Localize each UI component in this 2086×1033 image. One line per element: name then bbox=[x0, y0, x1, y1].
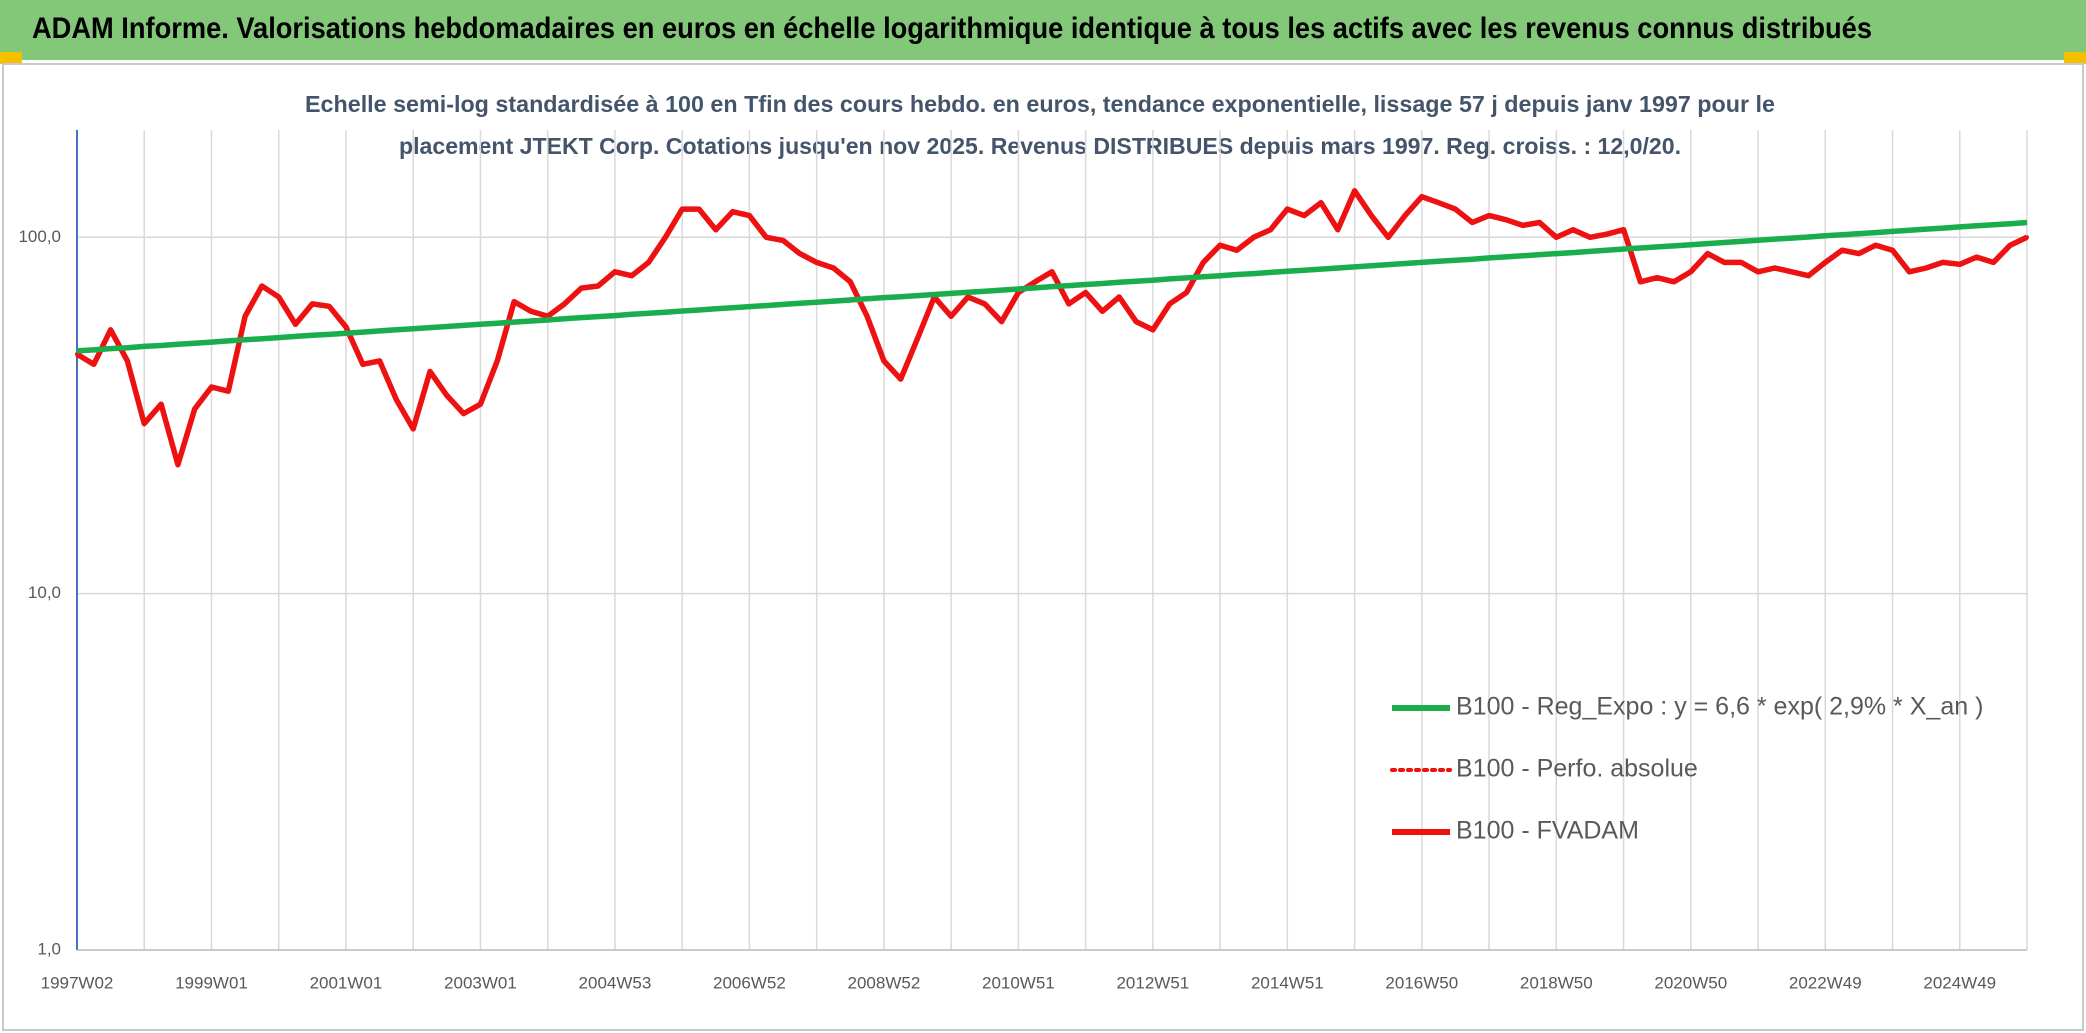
chart-subtitle: Echelle semi-log standardisée à 100 en T… bbox=[305, 91, 1775, 117]
plot bbox=[75, 188, 2029, 468]
grid: 1,0 10,0 100,0 1997W02 1999W01 2001W01 2003W01… bbox=[18, 130, 2028, 992]
x-tick-label: 2006W52 bbox=[713, 973, 786, 992]
series-line bbox=[75, 188, 2029, 468]
x-tick-label: 2004W53 bbox=[579, 973, 652, 992]
y-tick-label: 10,0 bbox=[28, 583, 61, 602]
legend-label: B100 - Reg_Expo : y = 6,6 * exp( 2,9% * … bbox=[1456, 693, 1983, 721]
x-tick-label: 2001W01 bbox=[310, 973, 383, 992]
legend: B100 - Reg_Expo : y = 6,6 * exp( 2,9% * … bbox=[1390, 693, 1983, 845]
x-tick-label: 2014W51 bbox=[1251, 973, 1324, 992]
x-tick-label: 2020W50 bbox=[1654, 973, 1727, 992]
y-tick-label: 1,0 bbox=[37, 939, 61, 958]
corner-mark bbox=[2064, 52, 2086, 64]
x-tick-label: 2016W50 bbox=[1385, 973, 1458, 992]
x-tick-label: 2018W50 bbox=[1520, 973, 1593, 992]
header-band bbox=[0, 0, 2086, 60]
legend-label: B100 - FVADAM bbox=[1456, 817, 1639, 845]
y-tick-label: 100,0 bbox=[18, 227, 61, 246]
chart-subtitle: placement JTEKT Corp. Cotations jusqu'en… bbox=[399, 133, 1681, 159]
x-tick-label: 2010W51 bbox=[982, 973, 1055, 992]
series-line bbox=[76, 219, 2028, 354]
corner-mark bbox=[0, 52, 22, 64]
x-tick-label: 2008W52 bbox=[848, 973, 921, 992]
frame bbox=[2, 63, 2084, 1031]
x-tick-label: 2012W51 bbox=[1116, 973, 1189, 992]
x-tick-label: 2024W49 bbox=[1923, 973, 1996, 992]
x-tick-label: 1999W01 bbox=[175, 973, 248, 992]
legend-label: B100 - Perfo. absolue bbox=[1456, 755, 1698, 783]
x-tick-label: 2022W49 bbox=[1789, 973, 1862, 992]
x-tick-label: 2003W01 bbox=[444, 973, 517, 992]
chart-title: ADAM Informe. Valorisations hebdomadaire… bbox=[32, 12, 1872, 45]
x-tick-label: 1997W02 bbox=[41, 973, 114, 992]
